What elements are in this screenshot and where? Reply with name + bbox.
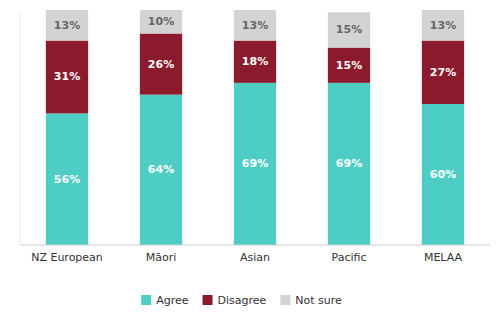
bars bbox=[46, 10, 464, 245]
data-label: 13% bbox=[242, 19, 268, 32]
data-label: 31% bbox=[54, 70, 80, 83]
bar-segment bbox=[140, 95, 182, 245]
legend-label: Not sure bbox=[295, 294, 342, 307]
bar-segment bbox=[234, 10, 276, 41]
bar-segment bbox=[328, 83, 370, 245]
bar-segment bbox=[46, 10, 88, 41]
data-label: 69% bbox=[336, 157, 362, 170]
legend: Agree Disagree Not sure bbox=[141, 294, 342, 307]
data-label: 27% bbox=[430, 66, 456, 79]
x-tick-label: Asian bbox=[240, 251, 270, 264]
bar-segment bbox=[140, 10, 182, 34]
data-label: 60% bbox=[430, 168, 456, 181]
legend-swatch bbox=[203, 295, 213, 305]
data-label: 56% bbox=[54, 173, 80, 186]
x-tick-label: MELAA bbox=[424, 251, 463, 264]
bar-segment bbox=[328, 12, 370, 47]
data-label: 18% bbox=[242, 55, 268, 68]
x-tick-label: NZ European bbox=[31, 251, 103, 264]
bar-segment bbox=[234, 41, 276, 83]
data-label: 69% bbox=[242, 157, 268, 170]
data-label: 15% bbox=[336, 23, 362, 36]
bar-segment bbox=[234, 83, 276, 245]
data-label: 26% bbox=[148, 58, 174, 71]
data-label: 13% bbox=[430, 19, 456, 32]
data-label: 13% bbox=[54, 19, 80, 32]
bar-segment bbox=[140, 34, 182, 95]
y-axis bbox=[20, 10, 21, 245]
data-label: 64% bbox=[148, 163, 174, 176]
bar-segment bbox=[422, 104, 464, 245]
chart: 56% 31% 13% 64% 26% 10% 69% 18% 13% 69% 15% 15% 60% 2… bbox=[0, 0, 500, 317]
bar-segment bbox=[46, 41, 88, 114]
legend-swatch bbox=[141, 295, 151, 305]
bar-segment bbox=[422, 41, 464, 104]
legend-label: Agree bbox=[156, 294, 189, 307]
bar-segment bbox=[46, 113, 88, 245]
bar-segment bbox=[328, 48, 370, 83]
legend-label: Disagree bbox=[218, 294, 267, 307]
x-tick-label: Māori bbox=[146, 251, 177, 264]
bar-segment bbox=[422, 10, 464, 41]
data-label: 15% bbox=[336, 59, 362, 72]
legend-swatch bbox=[280, 295, 290, 305]
x-tick-label: Pacific bbox=[332, 251, 367, 264]
data-labels: 56% 31% 13% 64% 26% 10% 69% 18% 13% 69% 15% 15% 60% 2… bbox=[54, 15, 456, 185]
x-axis bbox=[20, 245, 490, 246]
data-label: 10% bbox=[148, 15, 174, 28]
